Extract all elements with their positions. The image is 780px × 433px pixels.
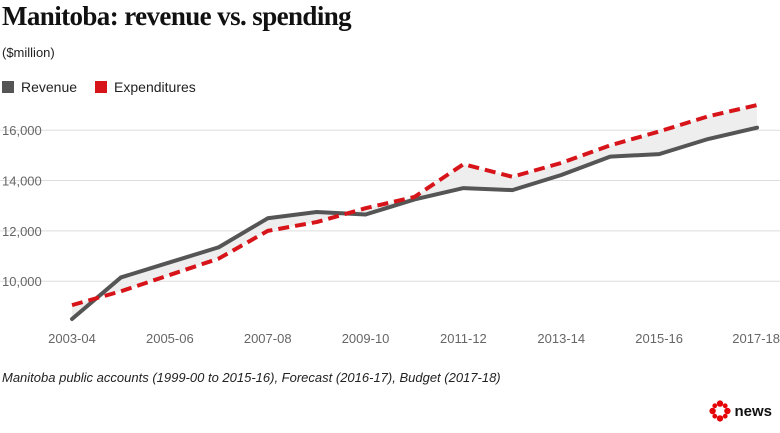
legend-label-expenditures: Expenditures xyxy=(114,79,196,95)
gap-area xyxy=(72,105,757,319)
legend-item-expenditures: Expenditures xyxy=(95,79,196,95)
x-tick-label: 2011-12 xyxy=(440,331,487,346)
chart-subtitle: ($million) xyxy=(2,45,55,60)
chart-title: Manitoba: revenue vs. spending xyxy=(2,1,352,31)
x-tick-label: 2009-10 xyxy=(342,331,390,346)
x-tick-label: 2017-18 xyxy=(732,331,780,346)
cbc-gem-icon xyxy=(709,400,732,422)
x-tick-label: 2015-16 xyxy=(635,331,683,346)
cbc-news-logo: news xyxy=(709,400,772,422)
series-line-revenue xyxy=(70,125,759,321)
series-line-expenditures xyxy=(71,103,758,308)
x-tick-label: 2005-06 xyxy=(146,331,194,346)
legend-label-revenue: Revenue xyxy=(21,79,78,95)
legend: Revenue Expenditures xyxy=(2,79,214,95)
y-tick-label: 14,000 xyxy=(2,174,42,189)
y-tick-label: 16,000 xyxy=(2,123,42,138)
x-tick-label: 2007-08 xyxy=(244,331,292,346)
y-tick-label: 12,000 xyxy=(2,224,42,239)
x-tick-label: 2013-14 xyxy=(537,331,585,346)
brand-wordmark: news xyxy=(734,402,772,420)
source-note: Manitoba public accounts (1999-00 to 201… xyxy=(2,370,501,385)
legend-swatch-expenditures xyxy=(95,81,108,93)
legend-item-revenue: Revenue xyxy=(2,79,77,95)
legend-swatch-revenue xyxy=(2,81,14,93)
line-chart: 10,000 12,000 14,000 16,000 2003-04 2005-06 20… xyxy=(0,103,780,346)
y-tick-label: 10,000 xyxy=(2,274,42,289)
x-tick-label: 2003-04 xyxy=(48,331,96,346)
